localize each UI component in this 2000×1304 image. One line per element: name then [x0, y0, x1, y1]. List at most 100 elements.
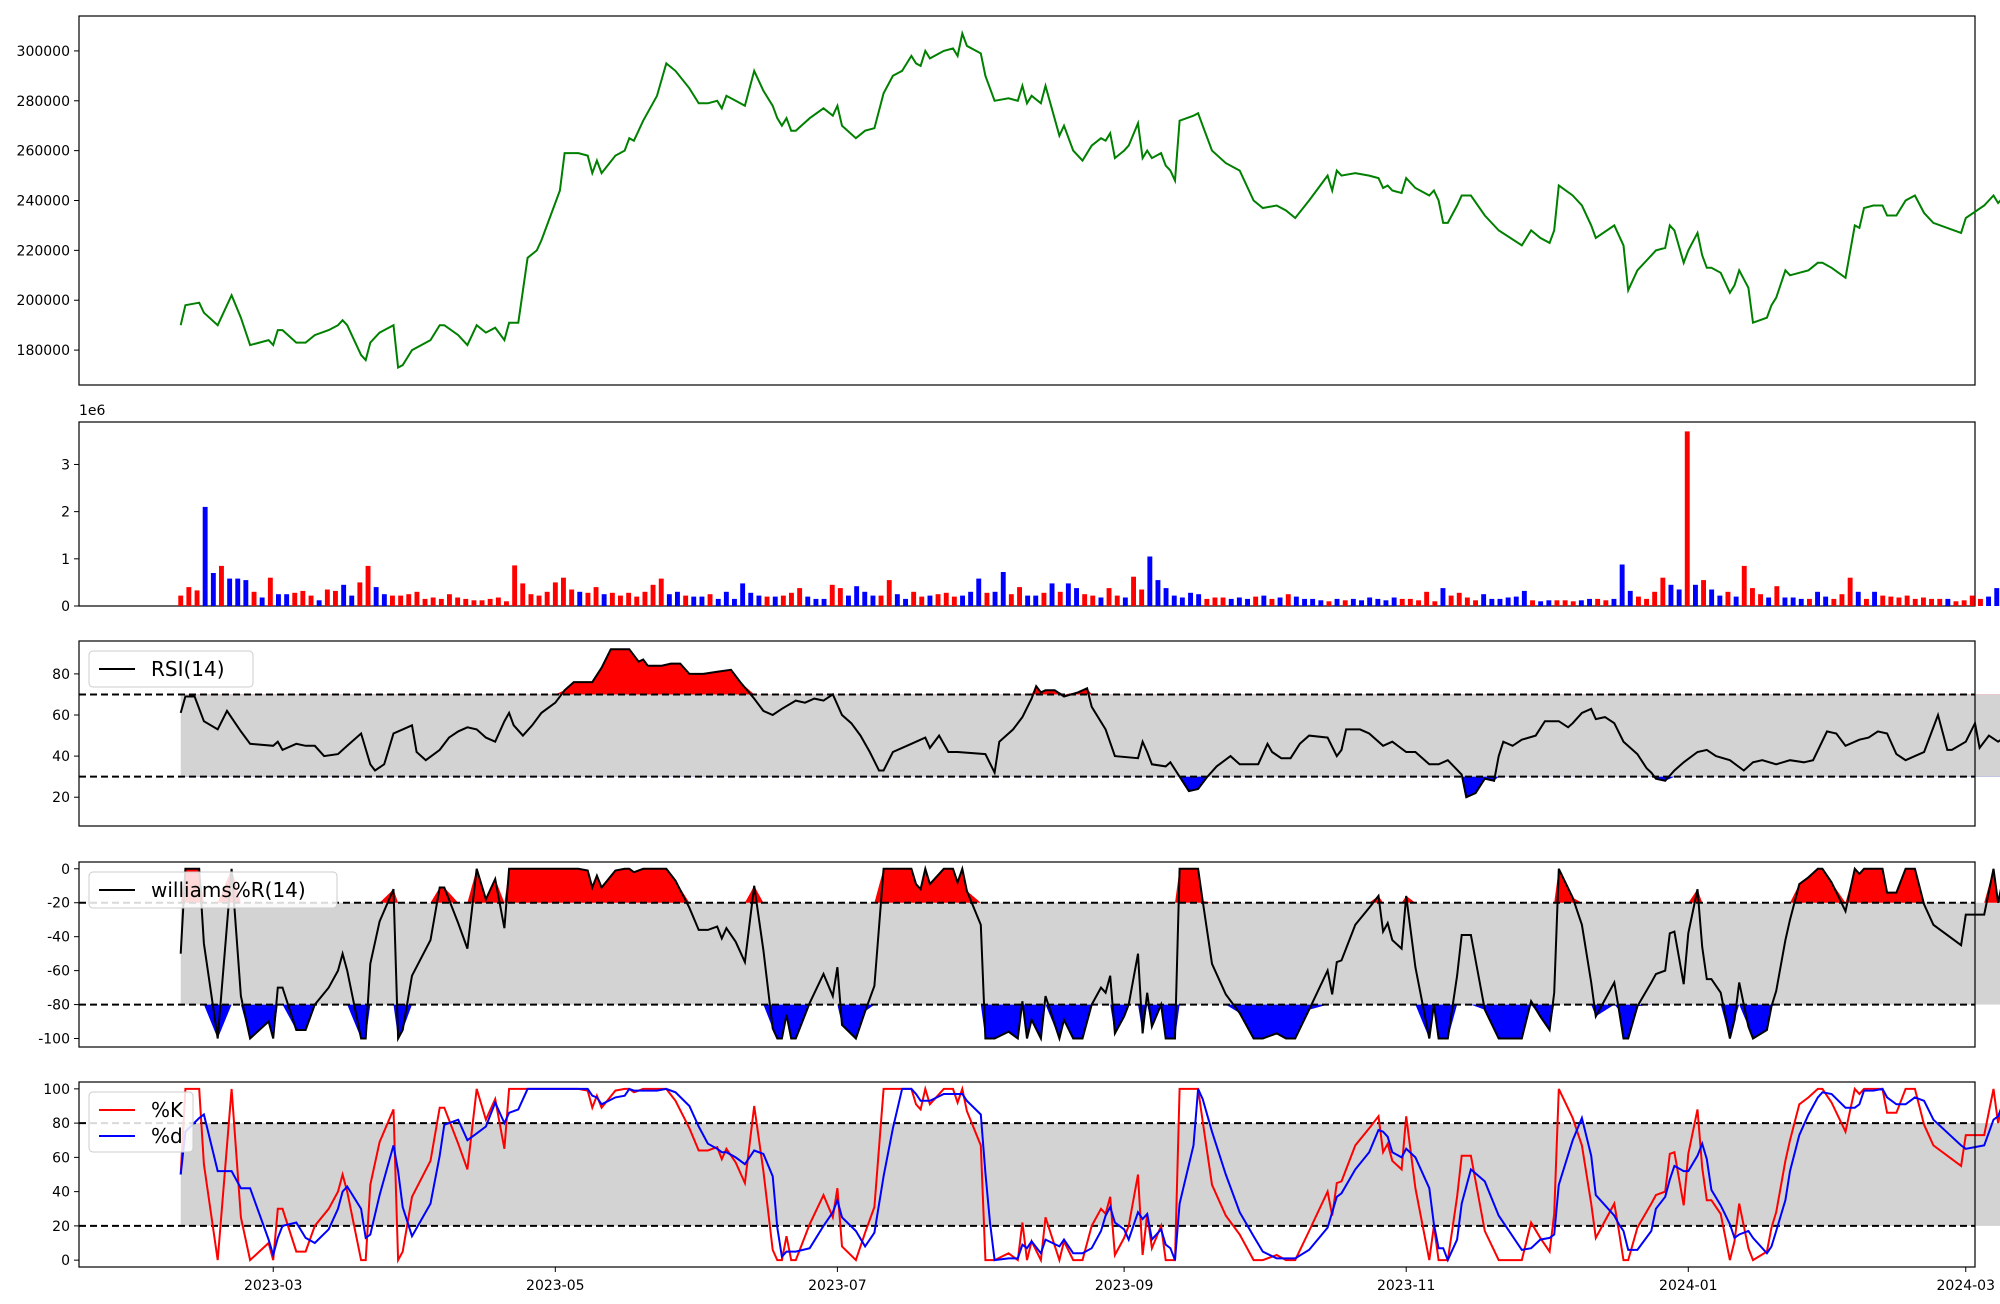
volume-bar [1717, 595, 1723, 606]
volume-bar [1855, 591, 1861, 606]
volume-bar [870, 595, 876, 606]
volume-bar [1839, 594, 1845, 606]
volume-scale-label: 1e6 [79, 403, 106, 419]
volume-bar [666, 594, 672, 606]
volume-bar [1554, 600, 1560, 606]
plot-frame [78, 861, 1976, 1048]
legend-label: %K [151, 1098, 184, 1122]
volume-bar [406, 594, 412, 606]
volume-bar [243, 580, 249, 606]
volume-bar [903, 598, 908, 606]
volume-bar [854, 586, 860, 606]
volume-bar [1416, 600, 1421, 606]
volume-bar [585, 592, 591, 606]
volume-bar [960, 595, 965, 606]
volume-bar [1888, 596, 1894, 606]
y-tick-label: 3 [61, 457, 70, 473]
volume-bar [194, 590, 200, 606]
y-tick-label: 0 [61, 862, 70, 878]
volume-bar [1978, 598, 1983, 606]
volume-bar [1758, 594, 1763, 606]
y-tick-label: 100 [43, 1082, 70, 1098]
y-tick-label: 60 [52, 1150, 70, 1166]
volume-bar [1391, 597, 1397, 606]
rsi-panel: 20 40 60 80 RSI(14) [52, 640, 2000, 827]
volume-bar [772, 596, 778, 606]
volume-bar [1595, 598, 1601, 606]
volume-bar [1619, 564, 1625, 606]
x-tick-label: 2023-07 [808, 1278, 867, 1294]
volume-bar [381, 594, 387, 606]
volume-bar [1440, 588, 1446, 606]
volume-bar [1065, 583, 1071, 606]
volume-bar [1782, 597, 1788, 606]
price-line [179, 29, 2000, 370]
y-tick-label: 0 [61, 599, 70, 615]
volume-bar [1147, 556, 1153, 606]
volume-bar [691, 596, 697, 606]
volume-bar [756, 595, 762, 606]
volume-bar [992, 591, 998, 606]
volume-bar [846, 595, 851, 606]
legend-label: RSI(14) [151, 657, 225, 681]
volume-bar [1725, 591, 1731, 606]
volume-bar [797, 588, 803, 606]
volume-bar [202, 506, 208, 606]
volume-bar [520, 583, 526, 606]
volume-bar [1684, 431, 1690, 606]
volume-bar [1741, 565, 1747, 606]
volume-bar [227, 578, 233, 606]
neutral-band [180, 902, 2000, 1005]
volume-bar [398, 595, 404, 606]
volume-bar [1497, 598, 1503, 606]
oversold-fill [180, 1004, 2000, 1039]
stochastic-panel: 0 20 40 60 80 100 %K%d [43, 1081, 2000, 1269]
volume-bar [447, 594, 452, 606]
volume-bar [544, 591, 550, 606]
volume-bar [1912, 598, 1918, 606]
volume-bar [1831, 598, 1837, 606]
volume-bar [764, 596, 770, 606]
volume-bar [1929, 598, 1934, 606]
volume-bar [723, 591, 729, 606]
volume-bar [626, 592, 632, 606]
x-tick-label: 2023-11 [1377, 1278, 1436, 1294]
y-tick-label: -40 [47, 930, 70, 946]
volume-bar [1904, 595, 1910, 606]
volume-bar [1269, 598, 1275, 606]
volume-bar [422, 598, 428, 606]
volume-bar [919, 596, 925, 606]
volume-bar [1513, 596, 1519, 606]
volume-bar [455, 597, 461, 606]
williams-line [179, 864, 2000, 1043]
d-line [179, 1087, 2000, 1263]
volume-bar [1122, 597, 1128, 606]
volume-bar [1375, 598, 1381, 606]
legend-box [88, 871, 338, 909]
volume-bar [324, 589, 330, 606]
volume-bar [1953, 601, 1959, 606]
volume-bar [414, 591, 420, 606]
plot-frame [78, 421, 1976, 607]
volume-bar [740, 583, 746, 606]
oversold-fill [180, 776, 2000, 798]
volume-bar [1139, 589, 1145, 606]
rsi-line [179, 648, 2000, 799]
volume-bar [1644, 598, 1649, 606]
volume-bar [780, 595, 786, 606]
volume-bar [805, 596, 811, 606]
volume-bar [333, 590, 338, 606]
volume-bar [1220, 597, 1226, 606]
y-tick-label: 40 [52, 1185, 70, 1201]
volume-bar [1171, 595, 1177, 606]
volume-bar [1114, 595, 1120, 606]
volume-bar [1937, 598, 1943, 606]
volume-bar [1017, 587, 1022, 606]
volume-bar [300, 590, 306, 606]
volume-bar [1562, 600, 1568, 606]
volume-bar [463, 598, 469, 606]
neutral-band [180, 1123, 2000, 1226]
volume-bar [732, 598, 737, 606]
volume-bar [1383, 600, 1389, 606]
